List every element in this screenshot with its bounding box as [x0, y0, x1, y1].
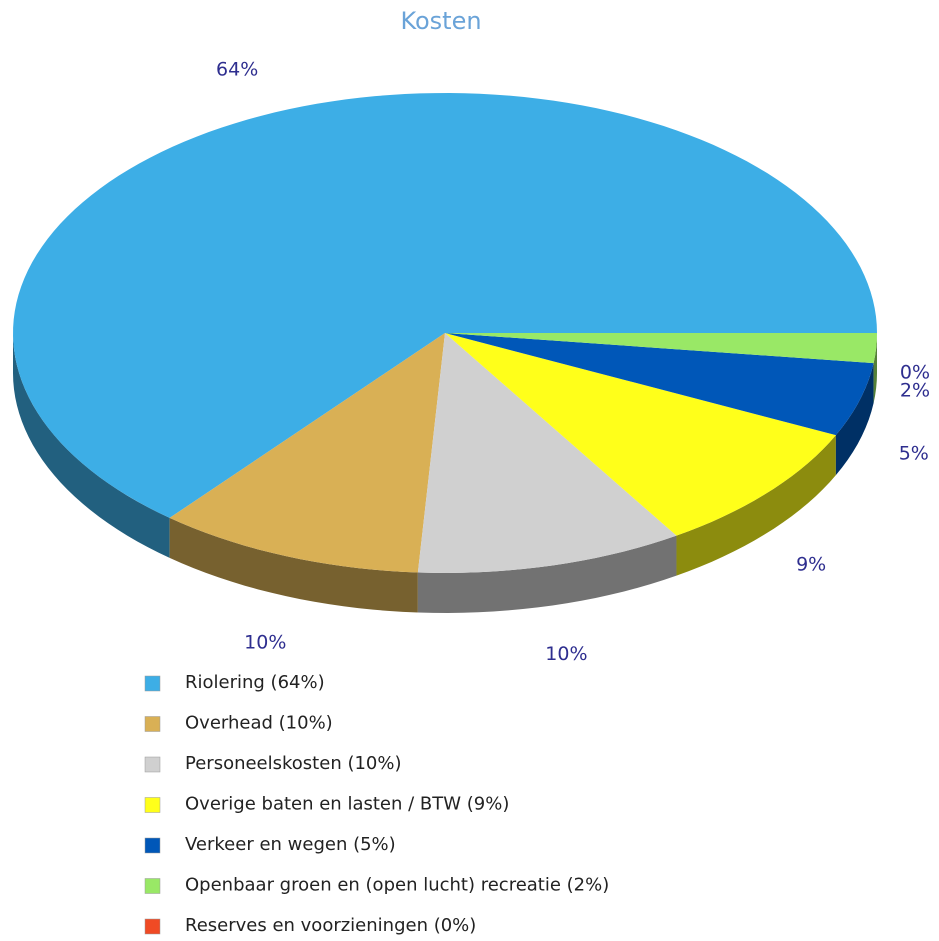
value-label: 5% [899, 443, 929, 465]
legend-label: Riolering (64%) [185, 672, 325, 693]
legend-swatch [144, 918, 161, 935]
legend-swatch [144, 716, 161, 732]
legend-label: Overhead (10%) [185, 713, 333, 734]
slice-side [835, 363, 874, 476]
legend-label: Overige baten en lasten / BTW (9%) [185, 794, 509, 815]
value-label: 2% [900, 380, 930, 402]
chart-title: Kosten [400, 7, 481, 35]
legend-label: Openbaar groen en (open lucht) recreatie… [185, 875, 609, 896]
value-label: 0% [900, 362, 930, 384]
slice-side [13, 333, 170, 558]
slice-side [676, 435, 836, 576]
slice [417, 333, 677, 573]
legend-swatch [144, 756, 161, 773]
legend-swatch [144, 878, 161, 894]
slice [13, 93, 878, 518]
legend-label: Verkeer en wegen (5%) [185, 834, 396, 855]
legend-label: Reserves en voorzieningen (0%) [185, 915, 476, 936]
slice-side [873, 333, 877, 404]
legend-label: Personeelskosten (10%) [185, 753, 402, 774]
legend-swatch [144, 675, 161, 692]
value-label: 10% [244, 632, 286, 654]
slice-side [169, 517, 418, 613]
value-label: 9% [796, 554, 826, 576]
legend-swatch [144, 837, 161, 854]
slice [445, 333, 877, 364]
slice [169, 333, 445, 573]
value-label: 10% [545, 643, 587, 665]
slice [445, 333, 874, 436]
slice [445, 333, 836, 536]
legend-swatch [144, 797, 161, 813]
slice-side [417, 535, 677, 613]
value-label: 64% [216, 59, 258, 81]
